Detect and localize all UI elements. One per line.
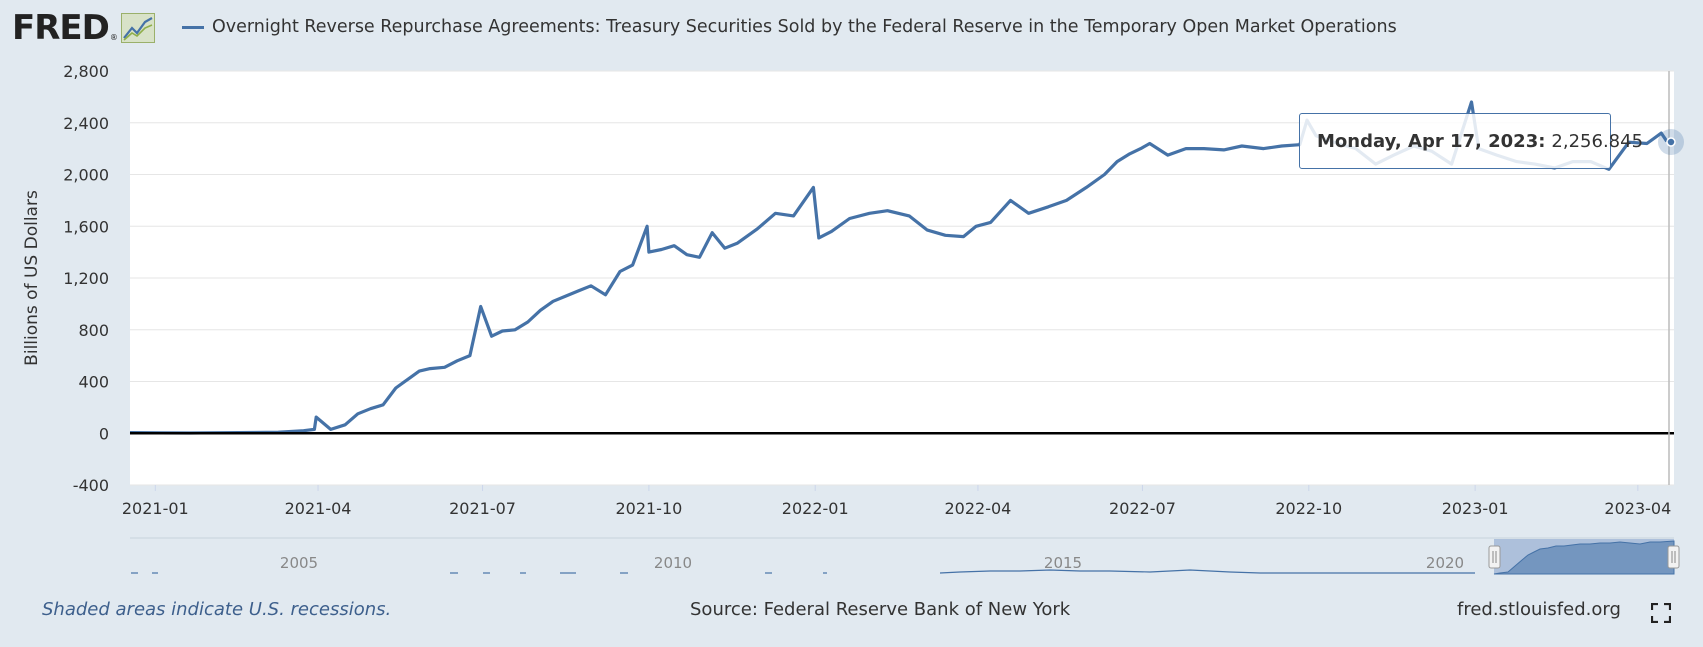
y-axis-label: Billions of US Dollars: [22, 190, 42, 366]
logo-text: FRED: [12, 8, 110, 48]
y-tick-label: 800: [78, 321, 109, 340]
header: FRED ® Overnight Reverse Repurchase Agre…: [0, 0, 1703, 60]
navigator-year-label: 2015: [1044, 554, 1082, 572]
source-note: Source: Federal Reserve Bank of New York: [690, 599, 1071, 620]
y-tick-label: 0: [99, 424, 109, 443]
x-tick-label: 2022-01: [782, 499, 849, 518]
y-tick-label: 1,200: [63, 269, 109, 288]
y-tick-label: 2,400: [63, 114, 109, 133]
fullscreen-icon[interactable]: [1651, 603, 1671, 623]
navigator-year-labels: 2005 2010 2015 2020: [280, 554, 1464, 572]
x-tick-label: 2021-04: [285, 499, 352, 518]
hover-point: [1666, 137, 1676, 147]
x-axis-tick-labels: 2021-01 2021-04 2021-07 2021-10 2022-01 2022-…: [122, 485, 1671, 518]
x-tick-label: 2022-07: [1109, 499, 1176, 518]
chart-title-legend[interactable]: Overnight Reverse Repurchase Agreements:…: [182, 17, 1397, 37]
navigator-right-handle[interactable]: [1667, 545, 1680, 569]
range-navigator[interactable]: 2005 2010 2015 2020: [130, 537, 1680, 575]
navigator-year-label: 2010: [654, 554, 692, 572]
fred-logo[interactable]: FRED ®: [12, 8, 155, 48]
x-tick-label: 2023-04: [1604, 499, 1671, 518]
x-tick-label: 2022-04: [945, 499, 1012, 518]
x-tick-label: 2023-01: [1442, 499, 1509, 518]
y-tick-label: 1,600: [63, 217, 109, 236]
hover-tooltip: Monday, Apr 17, 2023: 2,256.845: [1299, 113, 1643, 169]
tooltip-date: Monday, Apr 17, 2023:: [1317, 130, 1546, 152]
x-tick-label: 2021-01: [122, 499, 189, 518]
y-tick-label: 400: [78, 373, 109, 392]
chart-title: Overnight Reverse Repurchase Agreements:…: [212, 17, 1397, 37]
navigator-left-handle[interactable]: [1488, 545, 1501, 569]
y-tick-label: -400: [73, 476, 109, 495]
recession-note: Shaded areas indicate U.S. recessions.: [42, 599, 392, 620]
logo-registered-mark: ®: [109, 33, 118, 42]
y-tick-label: 2,000: [63, 166, 109, 185]
navigator-series: [939, 569, 1475, 574]
fred-url-link[interactable]: fred.stlouisfed.org: [1457, 599, 1621, 620]
x-tick-label: 2021-10: [615, 499, 682, 518]
navigator-selected-series: [1493, 540, 1675, 575]
navigator-year-label: 2020: [1426, 554, 1464, 572]
tooltip-value: 2,256.845: [1551, 130, 1644, 152]
chart[interactable]: -400 0 400 800 1,200 1,600 2,000 2,400 2,800 202…: [0, 0, 1703, 590]
x-tick-label: 2022-10: [1275, 499, 1342, 518]
chart-line-icon: [120, 13, 155, 43]
y-axis-tick-labels: -400 0 400 800 1,200 1,600 2,000 2,400 2,800: [63, 62, 109, 495]
legend-swatch: [182, 25, 204, 29]
navigator-year-label: 2005: [280, 554, 318, 572]
x-tick-label: 2021-07: [449, 499, 516, 518]
y-tick-label: 2,800: [63, 62, 109, 81]
